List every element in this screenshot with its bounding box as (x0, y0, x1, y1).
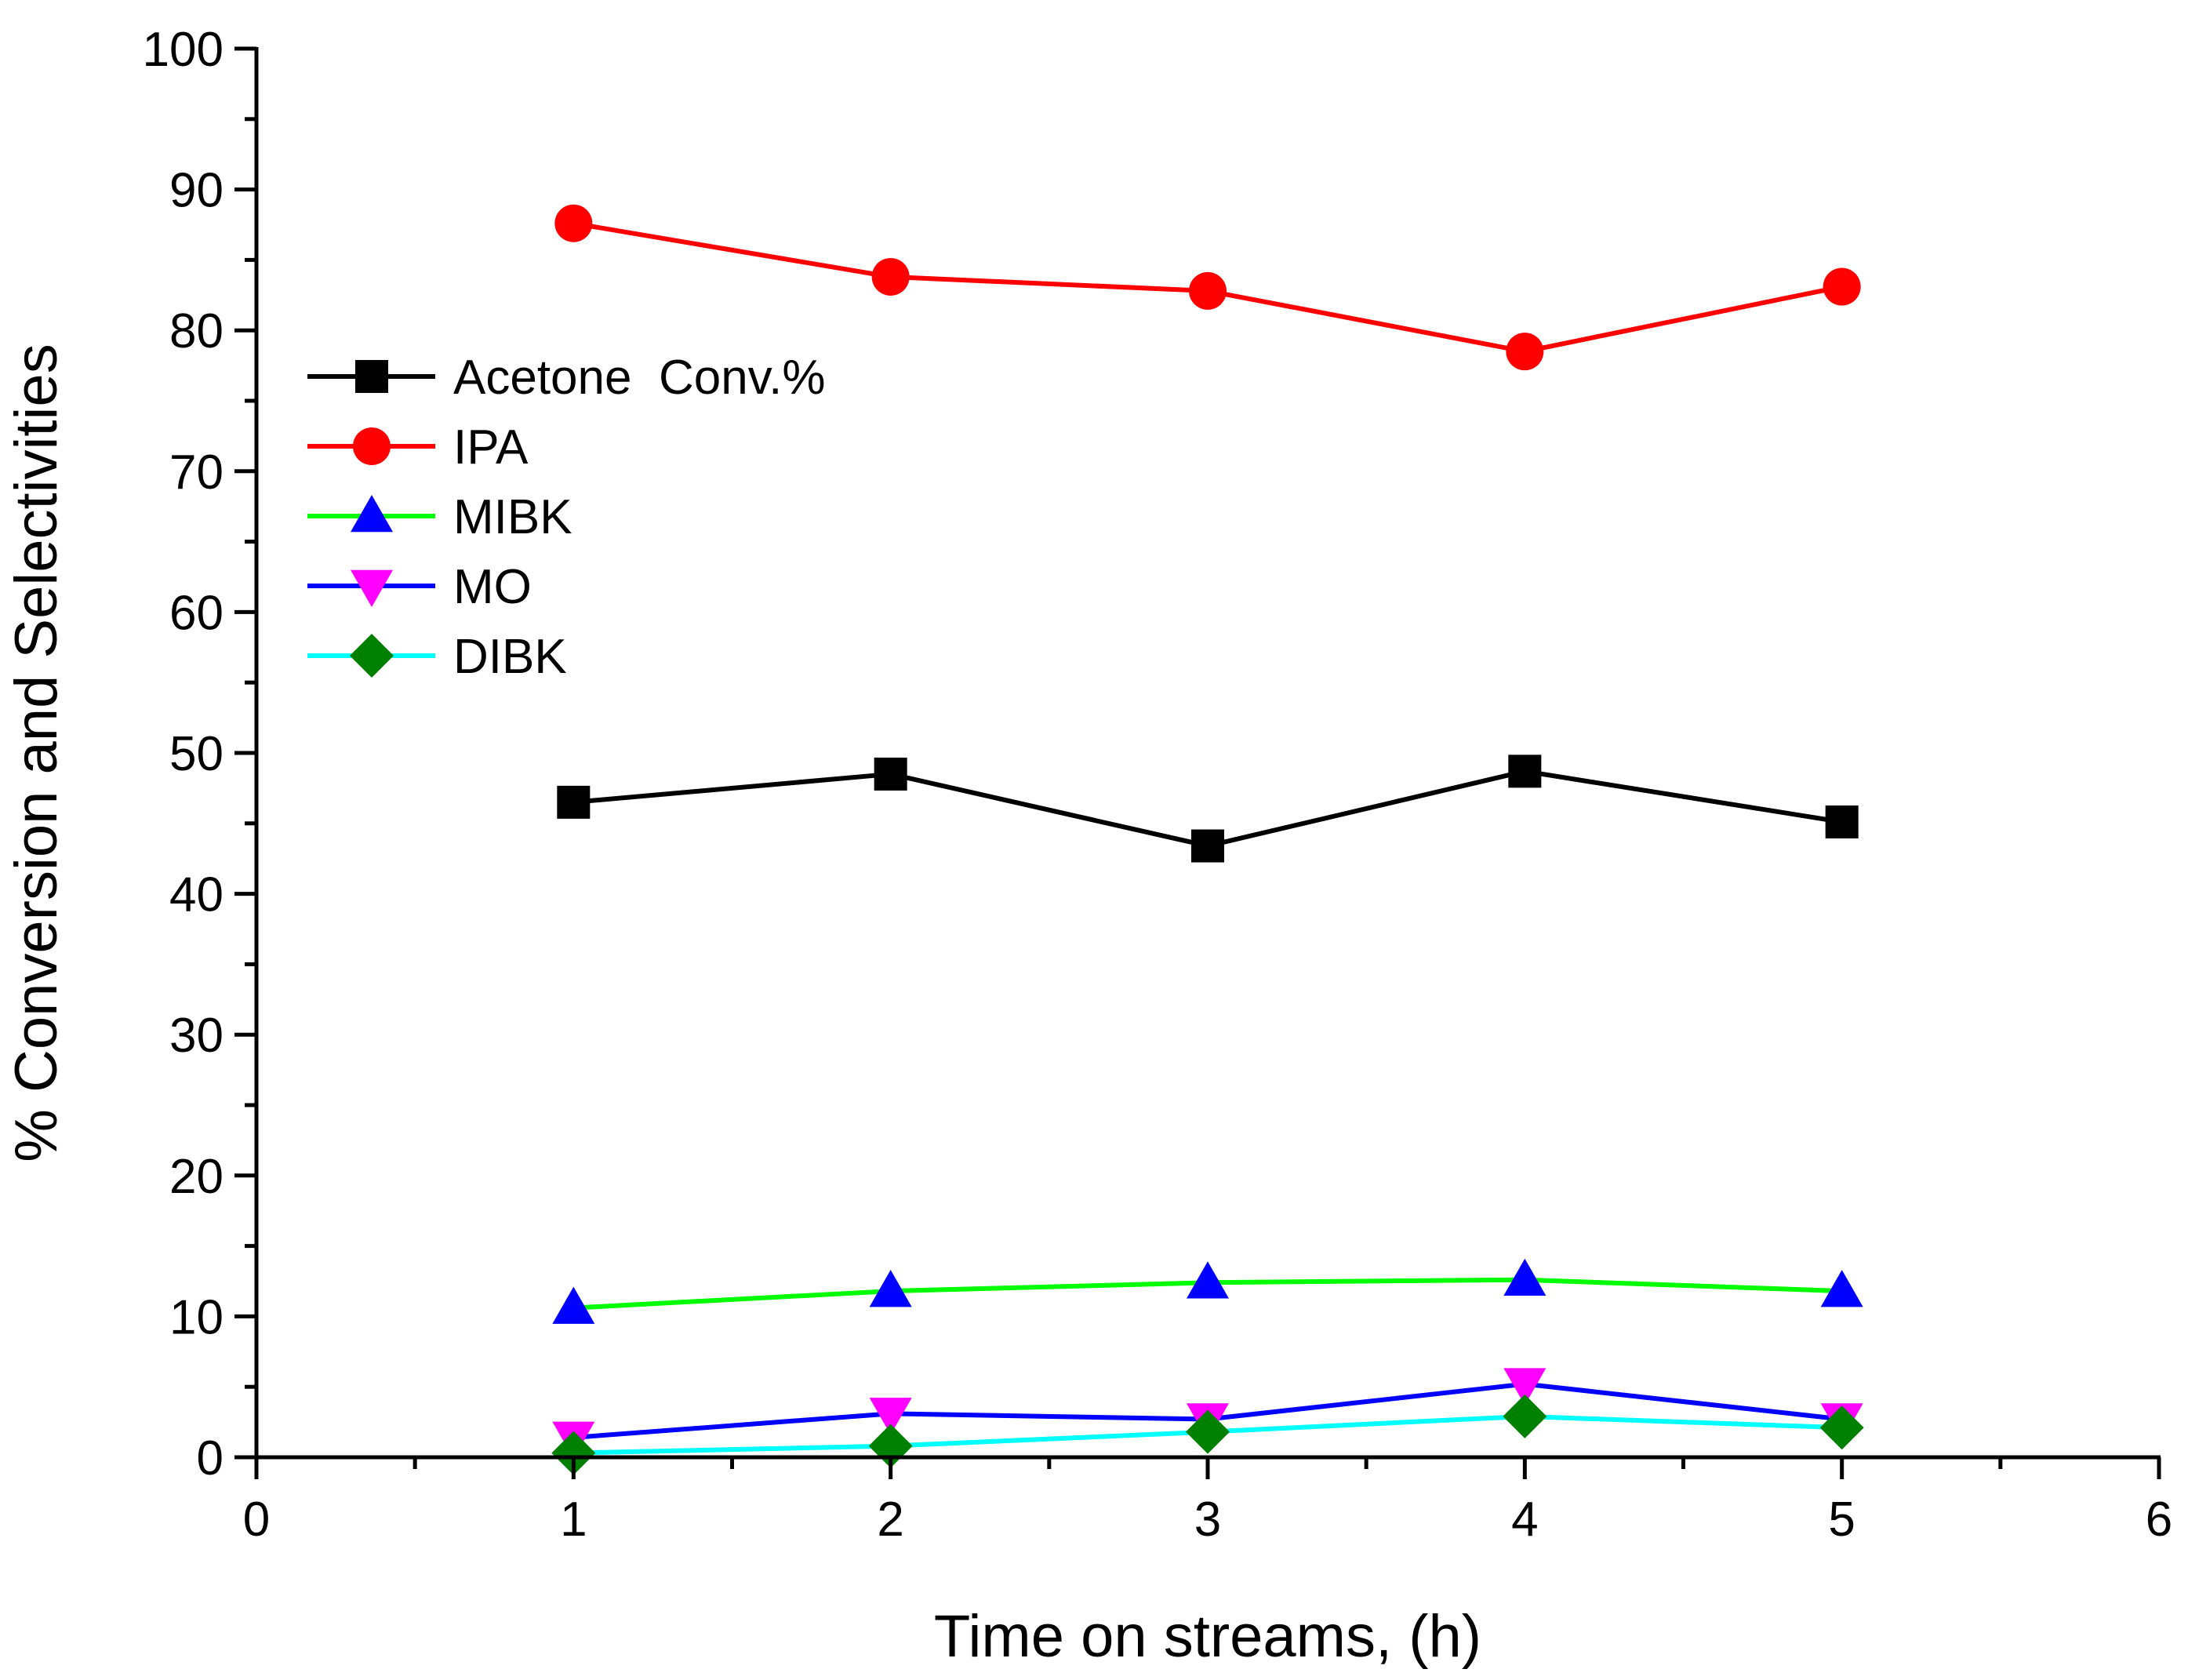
data-point-1-4 (1823, 267, 1861, 306)
x-tick-label: 6 (2146, 1493, 2172, 1547)
data-point-0-3 (1508, 755, 1542, 788)
x-tick-label: 0 (243, 1493, 270, 1547)
data-point-2-2 (1187, 1261, 1229, 1299)
legend-marker-2 (351, 495, 393, 533)
data-point-2-1 (869, 1270, 912, 1307)
legend-label-4: DIBK (453, 630, 567, 684)
legend: Acetone Conv.% IPA MIBK MO DIBK (307, 351, 825, 684)
legend-item-0: Acetone Conv.% (307, 351, 825, 405)
legend-item-2: MIBK (307, 490, 572, 544)
data-point-2-3 (1503, 1258, 1547, 1296)
x-tick-label: 2 (877, 1493, 903, 1547)
y-tick-label: 30 (169, 1009, 224, 1063)
y-tick-label: 90 (169, 164, 224, 218)
data-point-3-1 (869, 1398, 912, 1435)
data-point-1-2 (1189, 271, 1227, 310)
data-point-2-4 (1820, 1270, 1863, 1307)
data-point-0-0 (557, 785, 591, 819)
legend-label-1: IPA (453, 420, 529, 475)
x-tick-label: 5 (1828, 1493, 1855, 1547)
legend-item-3: MO (307, 560, 532, 614)
legend-label-2: MIBK (453, 490, 572, 544)
data-point-4-0 (551, 1431, 596, 1475)
series-layer (551, 204, 1864, 1475)
data-point-4-4 (1819, 1405, 1864, 1450)
x-tick-label: 1 (560, 1493, 587, 1547)
data-point-4-3 (1503, 1394, 1547, 1438)
y-tick-label: 0 (197, 1431, 224, 1485)
data-point-3-3 (1503, 1368, 1547, 1405)
series-2 (552, 1258, 1863, 1324)
data-point-0-4 (1825, 805, 1859, 839)
y-axis-title: % Conversion and Selectivities (3, 344, 70, 1162)
legend-marker-4 (350, 634, 394, 678)
y-tick-label: 80 (169, 304, 224, 358)
legend-label-0: Acetone Conv.% (453, 351, 825, 405)
axes: 0 10 20 30 40 50 60 70 80 90 100 0 1 2 3 4 5 6 (143, 23, 2173, 1547)
y-tick-label: 40 (169, 868, 224, 922)
y-tick-label: 50 (169, 727, 224, 781)
data-point-4-2 (1186, 1409, 1230, 1454)
y-tick-label: 100 (143, 23, 224, 77)
legend-marker-1 (353, 427, 391, 465)
data-point-0-2 (1191, 829, 1224, 863)
legend-marker-3 (351, 569, 393, 607)
x-tick-label: 4 (1511, 1493, 1538, 1547)
series-0 (557, 755, 1859, 863)
y-tick-label: 60 (169, 586, 224, 640)
data-point-1-0 (554, 204, 593, 242)
y-tick-label: 10 (169, 1290, 224, 1344)
data-point-2-0 (552, 1286, 595, 1324)
data-point-1-1 (871, 257, 910, 296)
y-tick-label: 20 (169, 1150, 224, 1204)
y-tick-label: 70 (169, 445, 224, 500)
data-point-0-1 (874, 757, 907, 791)
data-point-1-3 (1506, 333, 1544, 371)
legend-item-4: DIBK (307, 630, 567, 684)
x-tick-label: 3 (1194, 1493, 1221, 1547)
legend-marker-0 (355, 360, 388, 393)
series-1 (554, 204, 1861, 371)
x-axis-title: Time on streams, (h) (934, 1603, 1481, 1670)
legend-label-3: MO (453, 560, 532, 614)
legend-item-1: IPA (307, 420, 529, 475)
